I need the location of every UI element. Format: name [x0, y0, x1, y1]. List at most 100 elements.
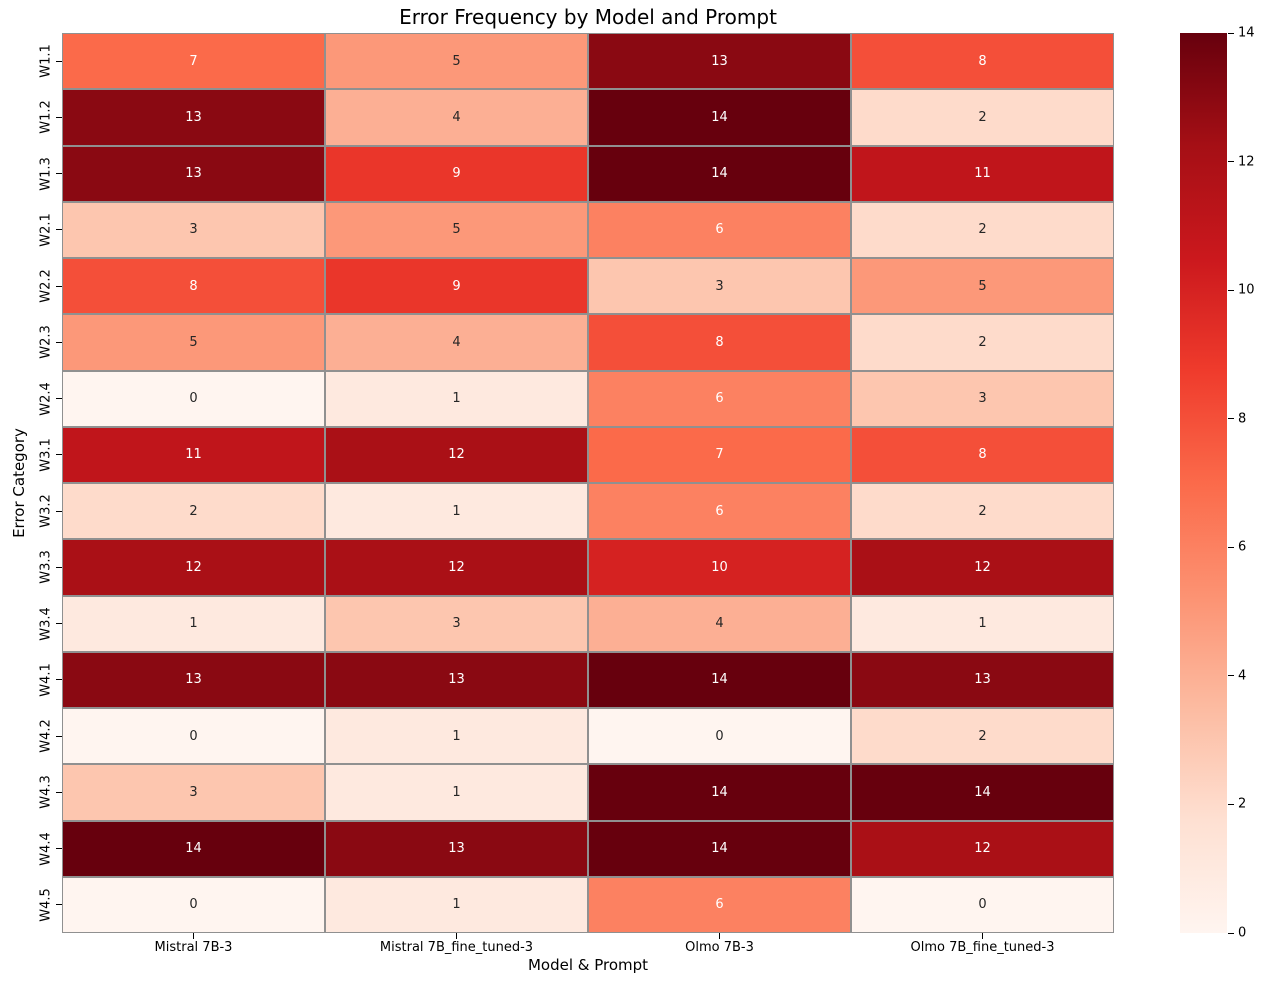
heatmap-cell: 12 — [852, 821, 1113, 876]
colorbar-tick-label: 8 — [1238, 411, 1247, 427]
x-axis-label: Model & Prompt — [527, 956, 649, 974]
heatmap-cell: 3 — [852, 371, 1113, 426]
heatmap-cell: 2 — [63, 484, 324, 539]
heatmap-cell: 12 — [852, 540, 1113, 595]
heatmap-cell: 1 — [852, 596, 1113, 651]
cell-value: 3 — [978, 391, 987, 407]
heatmap-cell: 13 — [852, 652, 1113, 707]
heatmap-cell: 14 — [589, 90, 850, 145]
cell-value: 3 — [189, 222, 198, 238]
cell-value: 2 — [978, 334, 987, 350]
cell-value: 14 — [711, 109, 728, 125]
y-tick-mark — [56, 566, 62, 568]
heatmap-cell: 2 — [852, 709, 1113, 764]
cell-value: 7 — [189, 53, 198, 69]
colorbar-tick-label: 12 — [1238, 154, 1255, 170]
cell-value: 10 — [711, 559, 728, 575]
cell-value: 7 — [715, 447, 724, 463]
y-tick-mark — [56, 904, 62, 906]
colorbar-tick-mark — [1228, 289, 1234, 291]
cell-value: 14 — [711, 166, 728, 182]
cell-value: 6 — [715, 391, 724, 407]
heatmap-cell: 7 — [63, 34, 324, 89]
heatmap-cell: 13 — [589, 34, 850, 89]
colorbar-tick-mark — [1228, 803, 1234, 805]
x-tick-label: Mistral 7B-3 — [154, 940, 233, 955]
cell-value: 2 — [978, 728, 987, 744]
heatmap-cell: 11 — [852, 146, 1113, 201]
colorbar — [1180, 33, 1227, 933]
y-tick-label: W2.2 — [38, 269, 54, 303]
y-tick-mark — [56, 735, 62, 737]
colorbar-tick-label: 14 — [1238, 25, 1255, 41]
cell-value: 14 — [711, 784, 728, 800]
cell-value: 1 — [452, 784, 461, 800]
cell-value: 6 — [715, 503, 724, 519]
heatmap-cell: 1 — [326, 877, 587, 932]
heatmap-cell: 8 — [63, 259, 324, 314]
heatmap-cell: 13 — [63, 90, 324, 145]
cell-value: 8 — [715, 334, 724, 350]
y-tick-label: W3.2 — [38, 494, 54, 528]
heatmap-cell: 0 — [63, 709, 324, 764]
cell-value: 8 — [189, 278, 198, 294]
x-tick-label: Olmo 7B-3 — [685, 940, 754, 955]
heatmap-cell: 4 — [326, 315, 587, 370]
heatmap-cell: 0 — [63, 877, 324, 932]
cell-value: 0 — [189, 897, 198, 913]
heatmap-cell: 6 — [589, 371, 850, 426]
cell-value: 3 — [189, 784, 198, 800]
cell-value: 2 — [978, 503, 987, 519]
y-tick-mark — [56, 454, 62, 456]
heatmap-cell: 8 — [852, 427, 1113, 482]
cell-value: 5 — [189, 334, 198, 350]
colorbar-tick-label: 0 — [1238, 925, 1247, 941]
y-tick-mark — [56, 341, 62, 343]
cell-value: 14 — [711, 841, 728, 857]
cell-value: 8 — [978, 447, 987, 463]
cell-value: 1 — [452, 391, 461, 407]
y-tick-label: W1.3 — [38, 156, 54, 191]
heatmap-cell: 8 — [589, 315, 850, 370]
heatmap-cell: 1 — [326, 484, 587, 539]
cell-value: 5 — [978, 278, 987, 294]
heatmap-cell: 3 — [63, 765, 324, 820]
colorbar-tick-mark — [1228, 932, 1234, 934]
cell-value: 4 — [452, 334, 461, 350]
cell-value: 11 — [185, 447, 202, 463]
y-tick-mark — [56, 173, 62, 175]
cell-value: 0 — [715, 728, 724, 744]
cell-value: 13 — [448, 841, 465, 857]
cell-value: 1 — [452, 897, 461, 913]
cell-value: 12 — [185, 559, 202, 575]
heatmap-cell: 1 — [326, 765, 587, 820]
cell-value: 3 — [452, 616, 461, 632]
y-tick-label: W1.2 — [38, 100, 54, 135]
colorbar-tick-label: 10 — [1238, 282, 1255, 298]
heatmap-cell: 3 — [63, 202, 324, 257]
heatmap-cell: 14 — [852, 765, 1113, 820]
cell-value: 9 — [452, 278, 461, 294]
x-tick-label: Olmo 7B_fine_tuned-3 — [910, 940, 1055, 955]
cell-value: 13 — [711, 53, 728, 69]
cell-value: 1 — [189, 616, 198, 632]
colorbar-tick-mark — [1228, 418, 1234, 420]
cell-value: 2 — [978, 109, 987, 125]
cell-value: 12 — [974, 559, 991, 575]
heatmap-cell: 9 — [326, 259, 587, 314]
heatmap-cell: 2 — [852, 315, 1113, 370]
y-tick-mark — [56, 229, 62, 231]
y-tick-mark — [56, 116, 62, 118]
y-tick-label: W4.5 — [38, 888, 54, 922]
cell-value: 14 — [185, 841, 202, 857]
heatmap-cell: 13 — [326, 821, 587, 876]
heatmap-cell: 12 — [326, 427, 587, 482]
cell-value: 5 — [452, 53, 461, 69]
cell-value: 1 — [452, 503, 461, 519]
heatmap-cell: 14 — [589, 146, 850, 201]
y-tick-label: W4.3 — [38, 775, 54, 810]
y-tick-mark — [56, 285, 62, 287]
cell-value: 13 — [974, 672, 991, 688]
heatmap-cell: 2 — [852, 484, 1113, 539]
